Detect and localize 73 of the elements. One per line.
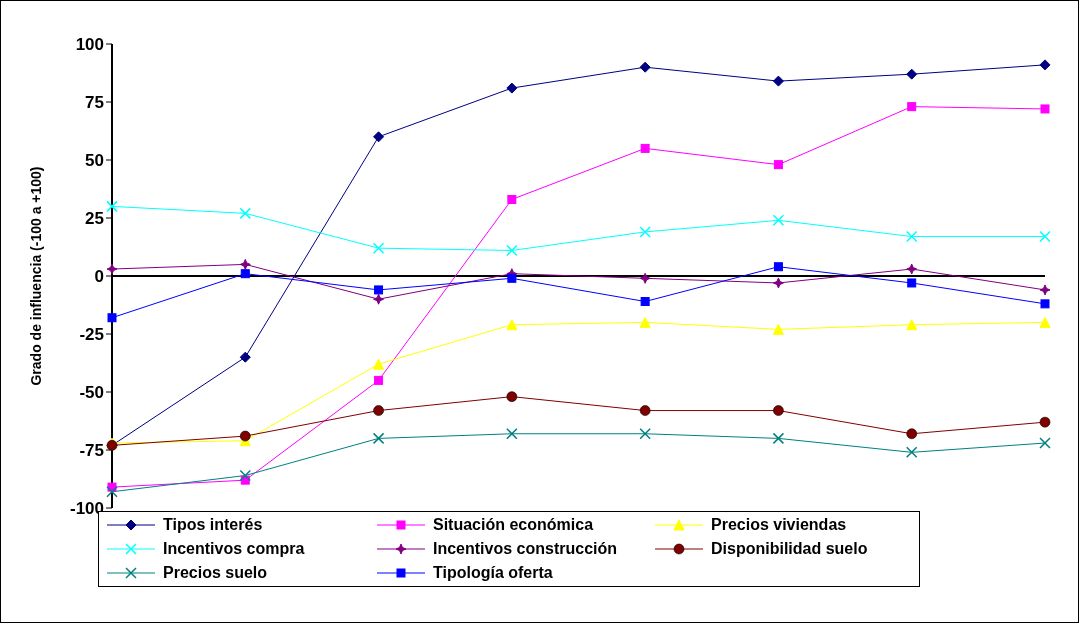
point (1039, 230, 1051, 243)
point (506, 244, 518, 257)
y-axis-title: Grado de influencia (-100 a +100) (27, 166, 44, 386)
point (1039, 437, 1051, 449)
point (773, 160, 783, 170)
y-tick-label: 25 (85, 209, 104, 229)
point (239, 258, 251, 270)
point (506, 82, 518, 94)
point (640, 297, 650, 307)
point (1039, 59, 1051, 71)
point (1039, 284, 1051, 296)
point (507, 194, 517, 204)
legend-label: Disponibilidad suelo (711, 540, 868, 558)
point (106, 486, 118, 498)
point (905, 230, 918, 243)
point (374, 375, 384, 385)
legend-label: Incentivos compra (163, 540, 305, 558)
point (239, 469, 252, 482)
point (506, 319, 518, 331)
point (106, 200, 118, 213)
point (772, 323, 784, 335)
legend-label: Tipos interés (163, 516, 263, 534)
point (905, 446, 918, 459)
y-tick-label: -75 (79, 441, 104, 461)
point (639, 272, 651, 284)
point (1040, 104, 1050, 114)
y-tick-label: 50 (85, 151, 104, 171)
legend-label: Situación económica (433, 516, 594, 534)
point (907, 278, 917, 288)
point (507, 273, 517, 283)
point (907, 102, 917, 112)
point (639, 405, 651, 416)
point (639, 61, 651, 73)
point (772, 277, 784, 289)
point (772, 214, 785, 227)
y-tick-label: 0 (94, 267, 104, 287)
legend-label: Tipología oferta (433, 564, 553, 582)
point (506, 428, 518, 440)
y-tick-label: -50 (79, 383, 104, 403)
y-tick-label: -25 (79, 325, 104, 345)
point (772, 432, 785, 445)
point (639, 428, 651, 440)
point (772, 75, 784, 87)
point (373, 131, 385, 143)
point (773, 405, 784, 416)
point (374, 285, 384, 295)
point (239, 430, 251, 442)
legend-label: Precios viviendas (711, 516, 847, 534)
legend-label: Incentivos construcción (433, 540, 618, 558)
point (107, 313, 117, 323)
point (239, 207, 252, 220)
y-tick-label: 75 (85, 93, 104, 113)
point (906, 263, 918, 275)
point (906, 428, 918, 440)
point (240, 269, 250, 279)
point (239, 351, 251, 363)
point (639, 226, 651, 238)
legend-label: Precios suelo (163, 564, 268, 582)
point (639, 316, 651, 328)
point (906, 319, 918, 331)
point (906, 68, 918, 80)
point (1040, 299, 1050, 309)
point (1039, 416, 1051, 428)
point (1039, 316, 1051, 328)
point (372, 432, 385, 445)
point (773, 262, 783, 272)
point (373, 405, 384, 416)
point (640, 143, 650, 153)
point (506, 391, 518, 402)
y-tick-label: 100 (75, 35, 104, 55)
point (373, 293, 385, 305)
point (372, 242, 385, 254)
point (373, 358, 385, 370)
